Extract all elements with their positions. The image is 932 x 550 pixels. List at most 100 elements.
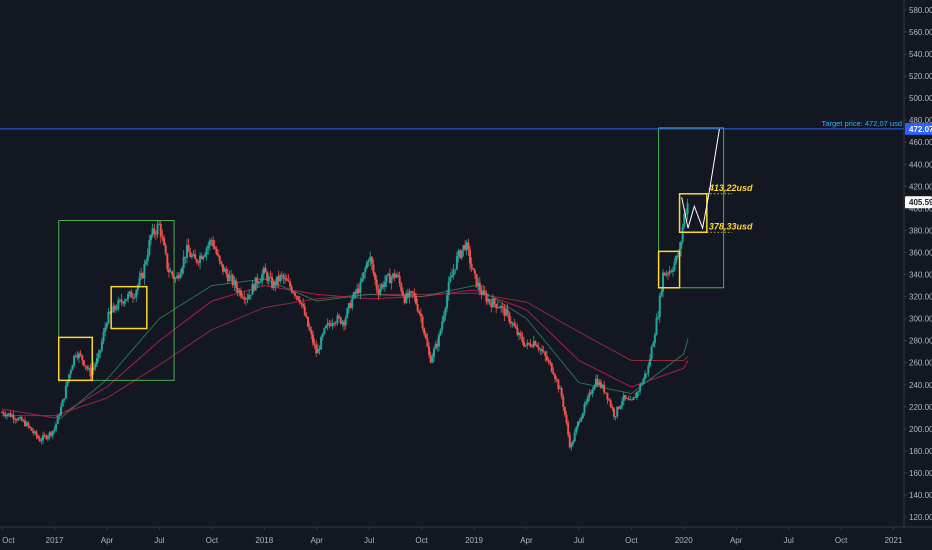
- candle-body: [558, 388, 561, 389]
- candle-body: [570, 443, 573, 448]
- candle-body: [225, 268, 228, 274]
- candle-body: [401, 291, 404, 296]
- candle-body: [452, 270, 455, 276]
- candle-body: [41, 435, 44, 441]
- candle-body: [576, 421, 579, 427]
- candle-body: [673, 262, 676, 270]
- candle-body: [215, 248, 218, 254]
- candle-body: [143, 263, 146, 279]
- price-marker-1: [905, 122, 932, 135]
- candle-body: [302, 303, 305, 307]
- candle-body: [686, 203, 689, 214]
- candle-body: [210, 240, 213, 241]
- price-tick-label: 120.00: [909, 513, 932, 522]
- candle-body: [233, 280, 236, 286]
- candle-body: [351, 298, 354, 308]
- candle-body: [272, 281, 275, 288]
- candle-body: [519, 332, 522, 337]
- candle-body: [118, 299, 121, 301]
- candle-body: [377, 289, 380, 295]
- price-tick-label: 540.00: [909, 50, 932, 59]
- candle-body: [365, 262, 368, 269]
- candle-body: [534, 341, 537, 346]
- candle-body: [25, 422, 28, 426]
- candle-body: [408, 291, 411, 298]
- candle-body: [508, 312, 511, 322]
- candle-body: [189, 252, 192, 258]
- candle-body: [151, 228, 154, 236]
- candle-body: [73, 355, 76, 366]
- candle-body: [446, 295, 449, 309]
- candle-body: [486, 299, 489, 302]
- candle-body: [236, 287, 239, 293]
- candle-body: [177, 275, 180, 279]
- candle-body: [428, 346, 431, 356]
- candle-body: [395, 274, 398, 278]
- candle-body: [164, 245, 167, 254]
- candle-body: [542, 351, 545, 352]
- candle-body: [181, 267, 184, 274]
- candle-body: [501, 306, 504, 307]
- candle-body: [513, 323, 516, 326]
- candle-body: [199, 255, 202, 263]
- time-tick-label: 2019: [465, 536, 483, 545]
- candle-body: [105, 323, 108, 328]
- time-axis[interactable]: Oct 2017 Apr Jul Oct 2018 Apr Jul Oct 2019 Apr Jul O…: [0, 526, 932, 550]
- candle-body: [352, 292, 355, 299]
- candle-body: [61, 399, 64, 407]
- candle-body: [413, 292, 416, 296]
- price-marker-2: [905, 196, 932, 209]
- candle-body: [490, 302, 493, 308]
- candle-body: [167, 269, 170, 273]
- candle-body: [663, 272, 666, 276]
- candle-body: [444, 308, 447, 316]
- candle-body: [76, 355, 79, 358]
- candle-body: [626, 398, 629, 400]
- candle-body: [650, 347, 653, 360]
- candle-body: [246, 298, 249, 300]
- candle-body: [647, 365, 650, 374]
- candle-body: [462, 245, 465, 251]
- price-tick-label: 440.00: [909, 160, 932, 169]
- candle-body: [194, 254, 197, 260]
- price-tick-label: 180.00: [909, 447, 932, 456]
- candle-body: [213, 246, 216, 249]
- candle-body: [17, 418, 20, 421]
- candle-body: [235, 280, 238, 288]
- candle-body: [511, 323, 514, 324]
- moving-averages: [2, 278, 689, 424]
- candle-body: [326, 323, 329, 326]
- candle-body: [658, 295, 661, 318]
- candle-body: [192, 254, 195, 256]
- candle-body: [567, 422, 570, 435]
- level-label-1: 413,22usd: [708, 183, 753, 193]
- candle-body: [362, 272, 365, 280]
- candle-body: [470, 263, 473, 269]
- price-axis[interactable]: 120.00 140.00 160.00 180.00 200.00 220.00 240.…: [903, 0, 932, 527]
- price-tick-label: 380.00: [909, 226, 932, 235]
- candle-body: [4, 414, 7, 417]
- candle-body: [200, 255, 203, 259]
- candle-body: [161, 236, 164, 238]
- candle-body: [393, 273, 396, 278]
- candle-body: [583, 404, 586, 414]
- candle-body: [148, 240, 151, 256]
- candle-body: [634, 397, 637, 398]
- price-tick-label: 360.00: [909, 248, 932, 257]
- candle-body: [416, 303, 419, 312]
- candle-body: [315, 344, 318, 354]
- price-tick-label: 500.00: [909, 94, 932, 103]
- moving-average-line-2: [2, 292, 689, 417]
- candle-body: [356, 288, 359, 294]
- candle-body: [128, 291, 131, 295]
- candle-body: [387, 273, 390, 276]
- candle-body: [359, 281, 362, 293]
- candle-body: [594, 378, 597, 386]
- candle-body: [361, 279, 364, 282]
- candle-body: [390, 277, 393, 284]
- time-tick-label: Apr: [101, 536, 114, 545]
- candle-body: [133, 297, 136, 299]
- time-tick-label: 2021: [885, 536, 903, 545]
